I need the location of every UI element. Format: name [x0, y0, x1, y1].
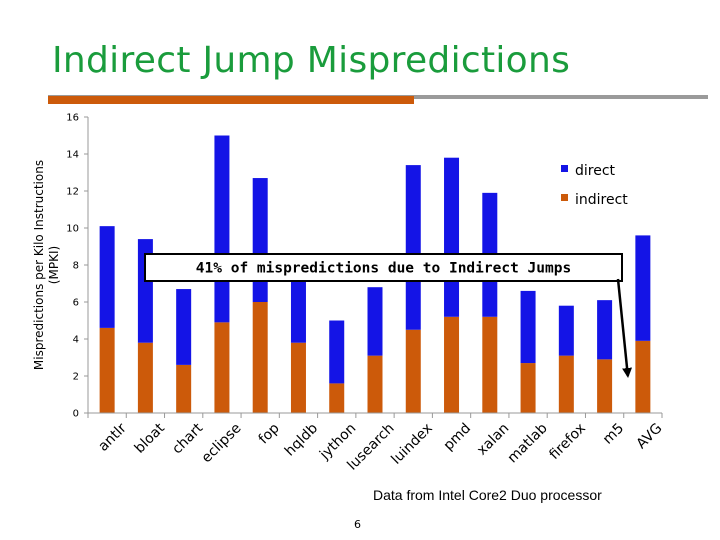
bar-indirect-fop: [252, 302, 268, 413]
y-tick-label: 8: [73, 261, 79, 272]
bar-direct-AVG: [635, 235, 651, 341]
bar-indirect-hqldb: [290, 342, 306, 413]
x-tick-label: matlab: [505, 420, 551, 466]
y-tick-label: 12: [66, 187, 79, 198]
bar-direct-antlr: [99, 226, 115, 328]
bar-indirect-luindex: [405, 329, 421, 413]
legend-swatch-direct: [561, 165, 568, 172]
y-tick-label: 10: [66, 224, 79, 235]
bar-direct-hqldb: [290, 281, 306, 343]
bar-indirect-lusearch: [367, 355, 383, 413]
y-tick-label: 4: [73, 335, 79, 346]
bar-direct-lusearch: [367, 287, 383, 356]
bar-indirect-bloat: [137, 342, 153, 413]
source-note: Data from Intel Core2 Duo processor: [373, 487, 602, 503]
annotation-box: [144, 253, 623, 282]
bar-indirect-m5: [597, 359, 613, 413]
y-axis-label-unit: (MPKI): [47, 246, 61, 284]
bar-direct-luindex: [405, 165, 421, 330]
x-tick-label: fop: [256, 420, 283, 447]
x-tick-label: eclipse: [199, 420, 245, 466]
x-tick-label: luindex: [388, 420, 435, 467]
x-tick-label: pmd: [441, 420, 475, 454]
y-tick-label: 0: [73, 409, 79, 420]
x-tick-label: AVG: [634, 420, 666, 452]
y-tick-label: 14: [66, 150, 79, 161]
bar-direct-fop: [252, 178, 268, 302]
annotation-text: 41% of mispredictions due to Indirect Ju…: [196, 261, 571, 277]
bar-indirect-antlr: [99, 327, 115, 413]
bar-indirect-eclipse: [214, 322, 230, 413]
bar-indirect-xalan: [482, 316, 498, 413]
bar-indirect-chart: [176, 364, 192, 413]
x-tick-label: bloat: [132, 420, 169, 457]
y-tick-label: 16: [66, 113, 79, 124]
bar-indirect-pmd: [444, 316, 460, 413]
y-axis-label: Mispredictions per Kilo Instructions: [32, 160, 46, 370]
y-tick-label: 6: [73, 298, 79, 309]
bar-direct-eclipse: [214, 135, 230, 323]
page-number: 6: [354, 518, 361, 531]
bar-direct-chart: [176, 289, 192, 365]
bar-direct-jython: [329, 320, 345, 384]
legend-swatch-indirect: [561, 194, 568, 201]
bar-direct-pmd: [444, 157, 460, 317]
bar-indirect-firefox: [558, 355, 574, 413]
x-tick-label: hqldb: [282, 420, 321, 459]
bar-direct-m5: [597, 300, 613, 360]
x-tick-label: m5: [600, 420, 627, 447]
bar-direct-matlab: [520, 290, 536, 364]
title-accent-bar: [48, 96, 414, 104]
legend-label-indirect: indirect: [575, 192, 628, 208]
annotation-arrow: [616, 278, 633, 378]
x-tick-label: firefox: [546, 420, 589, 463]
legend-label-direct: direct: [575, 163, 616, 179]
slide-title: Indirect Jump Mispredictions: [52, 40, 571, 81]
x-tick-label: antlr: [95, 420, 130, 455]
bar-indirect-matlab: [520, 363, 536, 413]
bar-indirect-jython: [329, 383, 345, 413]
bar-direct-firefox: [558, 305, 574, 356]
bar-indirect-AVG: [635, 340, 651, 413]
y-tick-label: 2: [73, 372, 79, 383]
